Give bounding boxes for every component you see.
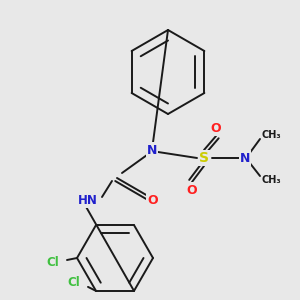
Text: Cl: Cl <box>68 276 80 290</box>
Text: O: O <box>187 184 197 196</box>
Text: CH₃: CH₃ <box>262 130 282 140</box>
Text: Cl: Cl <box>46 256 59 269</box>
Text: O: O <box>211 122 221 134</box>
Text: N: N <box>147 143 157 157</box>
Text: N: N <box>240 152 250 164</box>
Text: O: O <box>148 194 158 208</box>
Text: CH₃: CH₃ <box>262 175 282 185</box>
Text: S: S <box>199 151 209 165</box>
Text: HN: HN <box>78 194 98 206</box>
